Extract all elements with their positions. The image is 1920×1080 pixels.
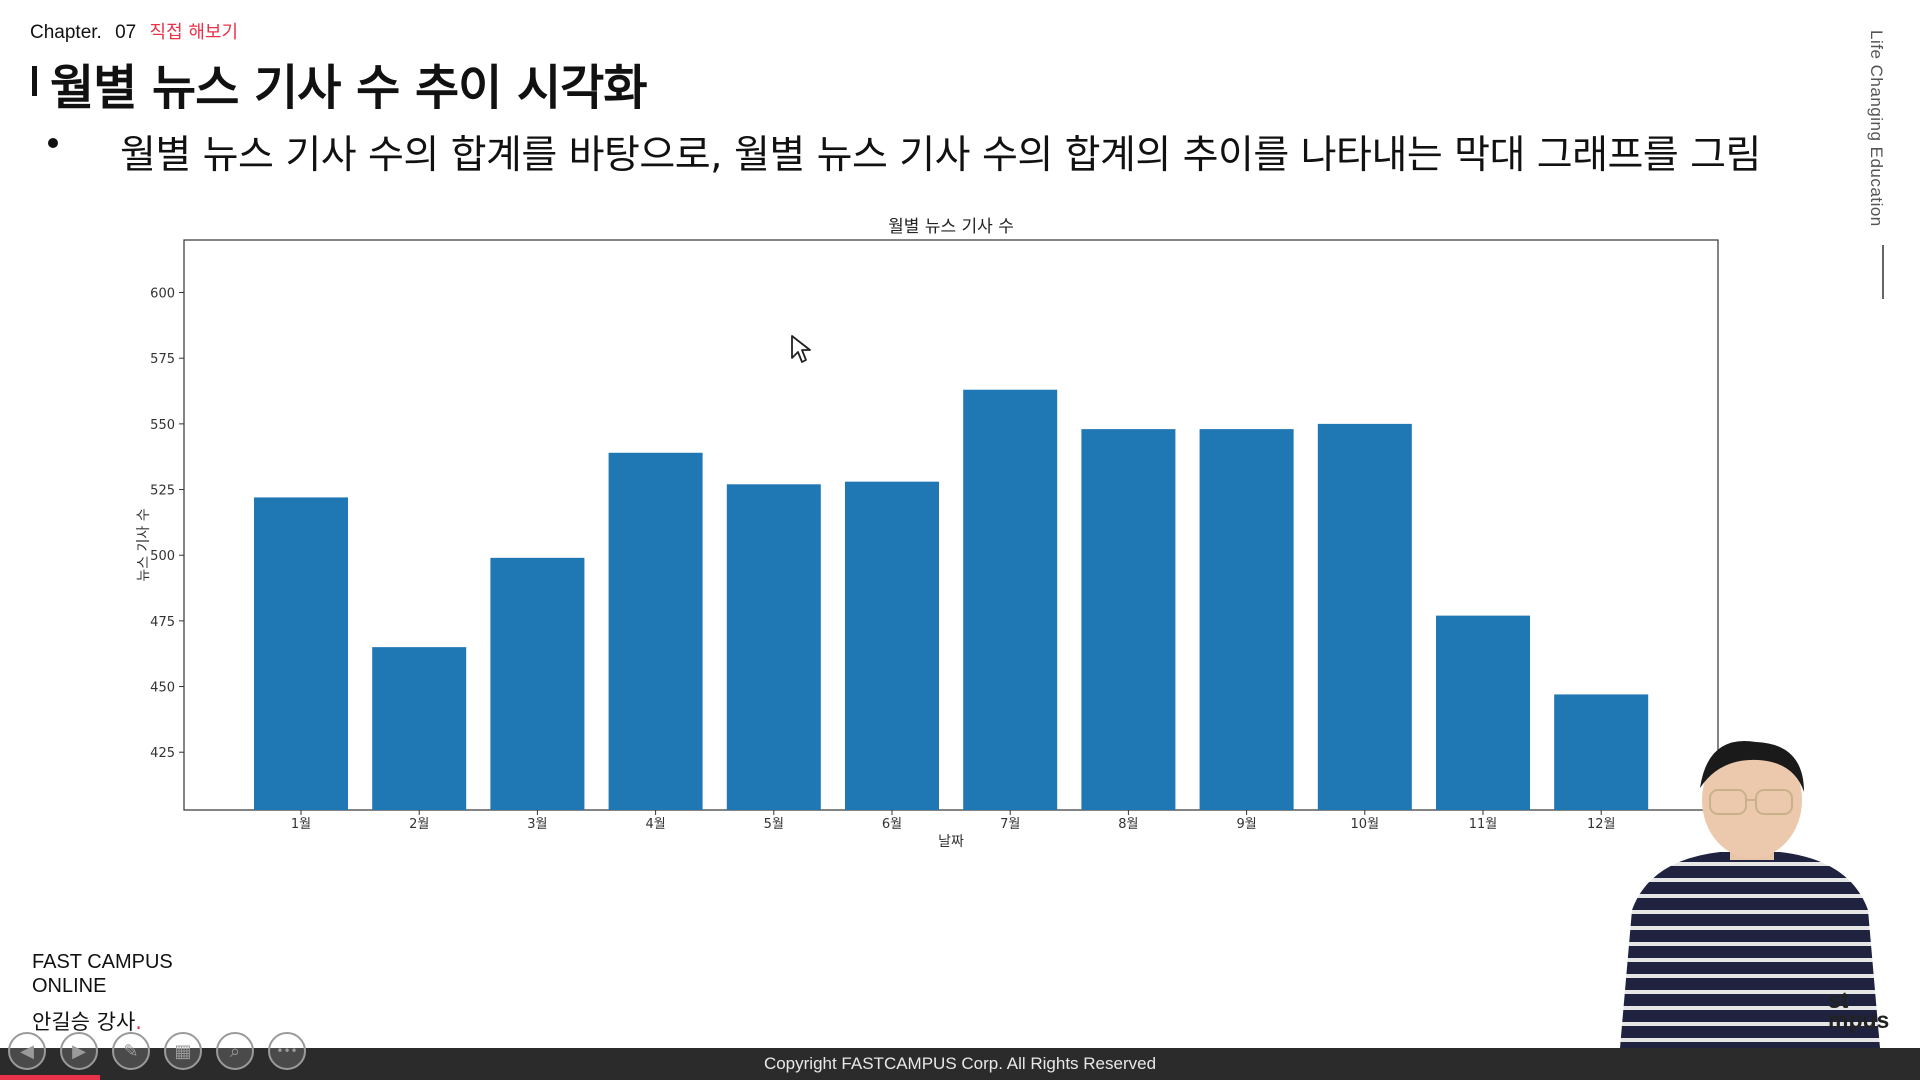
y-tick-label: 600 (150, 287, 175, 302)
brand-line-1: FAST CAMPUS (32, 951, 173, 973)
bar (1436, 615, 1530, 810)
y-axis-label: 뉴스 기사 수 (136, 508, 152, 581)
bar (726, 484, 821, 810)
slide-controls: ◀ ▶ ✎ ▦ ⌕ ••• (8, 1032, 306, 1070)
x-tick-label: 9월 (1236, 817, 1256, 832)
y-tick-label: 500 (150, 549, 175, 564)
chapter-label: Chapter. 07 직접 해보기 (30, 18, 238, 44)
x-tick-label: 6월 (882, 817, 902, 832)
previous-arrow-icon[interactable]: ◀ (8, 1032, 46, 1070)
bar (490, 557, 585, 810)
lecturer-dot: . (135, 1010, 142, 1034)
bar (254, 497, 348, 810)
bullet-text: 월별 뉴스 기사 수의 합계를 바탕으로, 월별 뉴스 기사 수의 합계의 추이… (120, 133, 1761, 178)
side-tagline: Life Changing Education (1867, 30, 1886, 227)
slide-title: 월별 뉴스 기사 수 추이 시각화 (50, 60, 647, 116)
footer-bar: Copyright FASTCAMPUS Corp. All Rights Re… (0, 1048, 1920, 1080)
bar (1081, 429, 1176, 810)
title-accent-bar (32, 66, 37, 96)
bar-chart: 월별 뉴스 기사 수 425 450 475 500 525 550 575 600 1월 2월 3월… (136, 217, 1719, 850)
chart-title: 월별 뉴스 기사 수 (888, 217, 1014, 237)
video-progress-bar[interactable] (0, 1075, 100, 1080)
x-tick-label: 8월 (1118, 817, 1138, 832)
more-icon[interactable]: ••• (268, 1032, 306, 1070)
side-divider (1882, 245, 1884, 299)
y-tick-label: 475 (150, 615, 175, 630)
logo-line-1: st (1828, 987, 1849, 1013)
x-tick-label: 2월 (409, 817, 429, 832)
next-arrow-icon[interactable]: ▶ (60, 1032, 98, 1070)
x-tick-label: 1월 (291, 817, 311, 832)
bar (372, 647, 467, 810)
zoom-icon[interactable]: ⌕ (216, 1032, 254, 1070)
x-tick-label: 4월 (645, 817, 665, 832)
lecturer-name: 안길승 강사. (32, 1006, 142, 1036)
y-tick-label: 575 (150, 352, 175, 367)
y-tick-label: 550 (150, 418, 175, 433)
bar (845, 481, 939, 810)
copyright-text: Copyright FASTCAMPUS Corp. All Rights Re… (763, 1054, 1157, 1073)
x-tick-label: 10월 (1351, 817, 1380, 832)
x-tick-label: 5월 (764, 817, 784, 832)
presenter-video (1580, 740, 1920, 1048)
lecturer-text: 안길승 강사 (32, 1010, 136, 1034)
logo-line-2: mpus (1828, 1007, 1890, 1033)
x-tick-label: 12월 (1587, 817, 1616, 832)
slides-icon[interactable]: ▦ (164, 1032, 202, 1070)
x-axis-label: 날짜 (938, 834, 964, 850)
chapter-number: 07 (115, 22, 137, 43)
mouse-cursor-icon (790, 334, 812, 368)
chapter-prefix: Chapter. (30, 22, 102, 43)
bar (608, 452, 703, 810)
pen-icon[interactable]: ✎ (112, 1032, 150, 1070)
bullet-dot (48, 138, 58, 148)
bar (963, 389, 1058, 810)
y-tick-label: 525 (150, 484, 175, 499)
x-tick-label: 3월 (527, 817, 547, 832)
y-tick-label: 425 (150, 746, 175, 761)
fastcampus-logo-partial: st mpus (1828, 987, 1890, 1033)
brand-name: FAST CAMPUS ONLINE (32, 950, 173, 998)
x-tick-label: 7월 (1000, 817, 1020, 832)
brand-line-2: ONLINE (32, 975, 107, 997)
bar (1199, 429, 1294, 810)
chapter-subtitle: 직접 해보기 (149, 22, 239, 43)
bar (1554, 694, 1649, 810)
plot-area (183, 239, 1719, 811)
y-tick-label: 450 (150, 681, 175, 696)
x-tick-label: 11월 (1469, 817, 1498, 832)
bar (1317, 423, 1412, 810)
